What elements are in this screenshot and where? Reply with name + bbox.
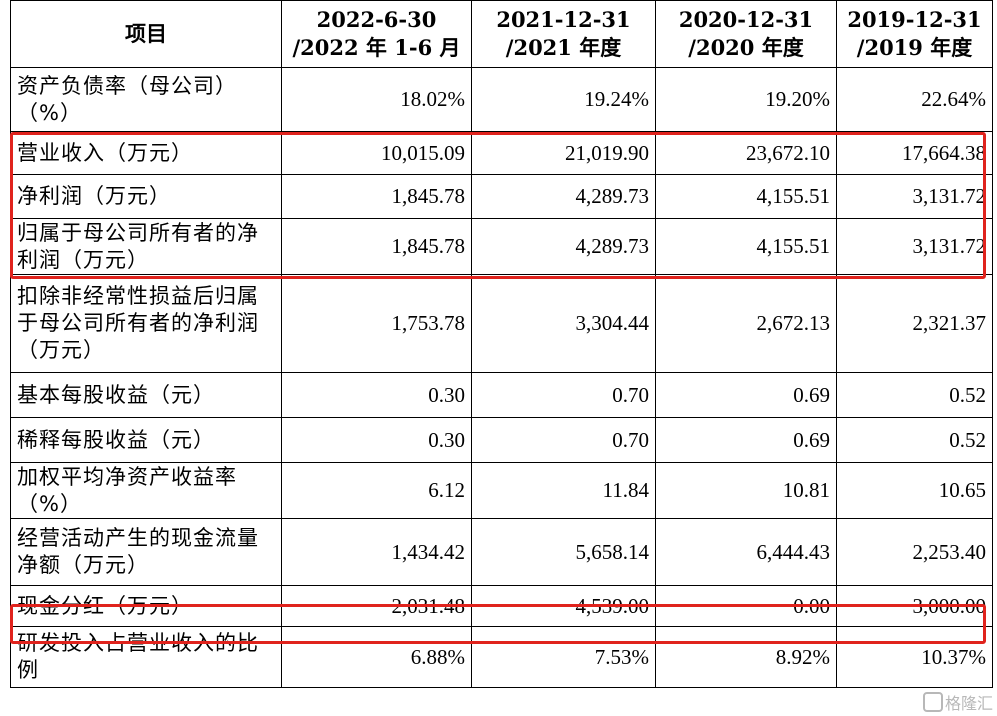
cell-value: 6.88% (281, 626, 472, 688)
financial-table: 项目 2022-6-30/2022 年 1-6 月 2021-12-31/202… (10, 0, 993, 688)
cell-value: 19.24% (471, 67, 656, 132)
cell-value: 2,321.37 (836, 274, 993, 373)
table-row: 稀释每股收益（元） 0.30 0.70 0.69 0.52 (10, 417, 993, 463)
table-row: 归属于母公司所有者的净利润（万元） 1,845.78 4,289.73 4,155.5… (10, 218, 993, 275)
table-row: 加权平均净资产收益率（%） 6.12 11.84 10.81 10.65 (10, 462, 993, 519)
cell-value: 6,444.43 (655, 518, 837, 586)
cell-value: 4,155.51 (655, 174, 837, 219)
cell-value: 5,658.14 (471, 518, 656, 586)
cell-value: 3,000.00 (836, 585, 993, 627)
cell-value: 10.65 (836, 462, 993, 519)
cell-value: 22.64% (836, 67, 993, 132)
cell-value: 11.84 (471, 462, 656, 519)
cell-value: 1,845.78 (281, 174, 472, 219)
table-row: 现金分红（万元） 2,031.48 4,539.00 0.00 3,000.00 (10, 585, 993, 627)
table-row: 营业收入（万元） 10,015.09 21,019.90 23,672.10 17,66… (10, 131, 993, 175)
watermark: 格隆汇 (922, 690, 993, 714)
header-col-2021: 2021-12-31/2021 年度 (471, 0, 656, 68)
cell-value: 6.12 (281, 462, 472, 519)
table-row: 经营活动产生的现金流量净额（万元） 1,434.42 5,658.14 6,444.4… (10, 518, 993, 586)
table-body: 资产负债率（母公司）（%） 18.02% 19.24% 19.20% 22.64% 营业收… (10, 67, 993, 688)
row-label: 营业收入（万元） (10, 131, 282, 175)
cell-value: 0.69 (655, 372, 837, 418)
table-row: 扣除非经常性损益后归属于母公司所有者的净利润（万元） 1,753.78 3,304.… (10, 274, 993, 373)
cell-value: 2,672.13 (655, 274, 837, 373)
row-label: 资产负债率（母公司）（%） (10, 67, 282, 132)
cell-value: 0.00 (655, 585, 837, 627)
cell-value: 19.20% (655, 67, 837, 132)
row-label: 经营活动产生的现金流量净额（万元） (10, 518, 282, 586)
watermark-logo-icon (922, 692, 943, 712)
cell-value: 3,304.44 (471, 274, 656, 373)
cell-value: 4,289.73 (471, 174, 656, 219)
row-label: 净利润（万元） (10, 174, 282, 219)
cell-value: 3,131.72 (836, 218, 993, 275)
cell-value: 10.81 (655, 462, 837, 519)
cell-value: 10,015.09 (281, 131, 472, 175)
header-col-2022h1: 2022-6-30/2022 年 1-6 月 (281, 0, 472, 68)
header-col-2020: 2020-12-31/2020 年度 (655, 0, 837, 68)
table-row: 研发投入占营业收入的比例 6.88% 7.53% 8.92% 10.37% (10, 626, 993, 688)
cell-value: 0.70 (471, 372, 656, 418)
table-row: 基本每股收益（元） 0.30 0.70 0.69 0.52 (10, 372, 993, 418)
cell-value: 3,131.72 (836, 174, 993, 219)
cell-value: 1,753.78 (281, 274, 472, 373)
cell-value: 23,672.10 (655, 131, 837, 175)
row-label: 加权平均净资产收益率（%） (10, 462, 282, 519)
cell-value: 17,664.38 (836, 131, 993, 175)
table-row: 资产负债率（母公司）（%） 18.02% 19.24% 19.20% 22.64% (10, 67, 993, 132)
cell-value: 10.37% (836, 626, 993, 688)
row-label: 基本每股收益（元） (10, 372, 282, 418)
cell-value: 4,155.51 (655, 218, 837, 275)
cell-value: 21,019.90 (471, 131, 656, 175)
row-label: 归属于母公司所有者的净利润（万元） (10, 218, 282, 275)
cell-value: 0.69 (655, 417, 837, 463)
cell-value: 0.52 (836, 372, 993, 418)
row-label: 稀释每股收益（元） (10, 417, 282, 463)
header-col-2019: 2019-12-31/2019 年度 (836, 0, 993, 68)
header-item: 项目 (10, 0, 282, 68)
row-label: 现金分红（万元） (10, 585, 282, 627)
table-row: 净利润（万元） 1,845.78 4,289.73 4,155.51 3,131.72 (10, 174, 993, 219)
cell-value: 7.53% (471, 626, 656, 688)
cell-value: 4,289.73 (471, 218, 656, 275)
cell-value: 0.30 (281, 417, 472, 463)
cell-value: 2,031.48 (281, 585, 472, 627)
cell-value: 8.92% (655, 626, 837, 688)
cell-value: 2,253.40 (836, 518, 993, 586)
cell-value: 18.02% (281, 67, 472, 132)
cell-value: 4,539.00 (471, 585, 656, 627)
cell-value: 1,845.78 (281, 218, 472, 275)
cell-value: 0.70 (471, 417, 656, 463)
cell-value: 0.52 (836, 417, 993, 463)
row-label: 扣除非经常性损益后归属于母公司所有者的净利润（万元） (10, 274, 282, 373)
header-row: 项目 2022-6-30/2022 年 1-6 月 2021-12-31/202… (10, 0, 993, 68)
cell-value: 1,434.42 (281, 518, 472, 586)
cell-value: 0.30 (281, 372, 472, 418)
row-label: 研发投入占营业收入的比例 (10, 626, 282, 688)
